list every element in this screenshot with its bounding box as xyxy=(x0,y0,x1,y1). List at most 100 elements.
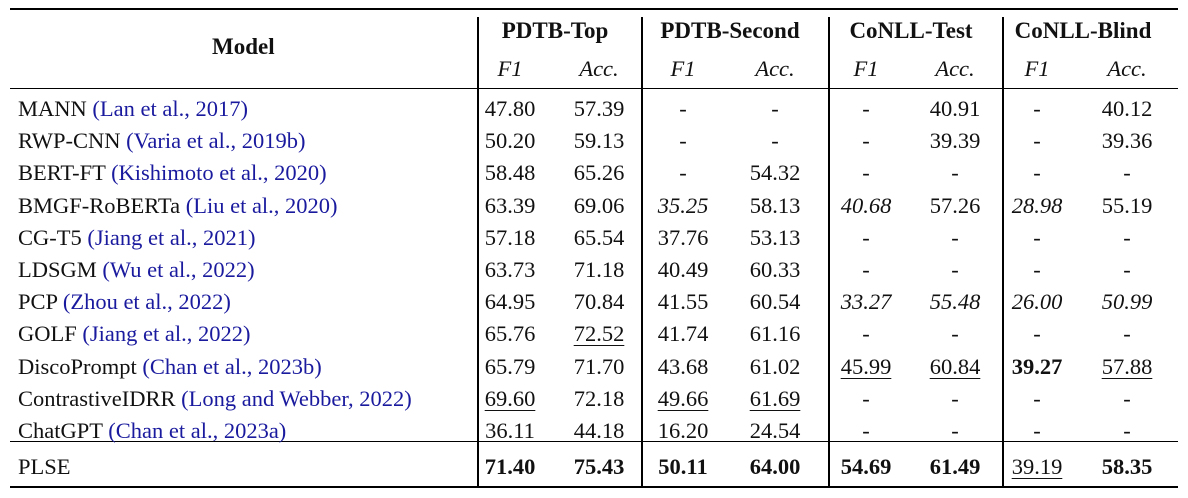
value-cell: 28.98 xyxy=(1011,192,1063,218)
value-cell: 39.39 xyxy=(929,128,981,154)
value-cell: 64.00 xyxy=(749,454,801,479)
value-cell: 60.54 xyxy=(749,289,801,315)
value-cell: - xyxy=(1123,160,1131,186)
model-label: BMGF-RoBERTa xyxy=(18,192,181,218)
value-cell: 39.36 xyxy=(1101,128,1153,154)
value-cell: 72.52 xyxy=(573,321,625,347)
value-cell: - xyxy=(1033,96,1041,121)
metric-header: F1 xyxy=(670,56,696,81)
value-cell: 40.91 xyxy=(929,96,981,121)
value-cell: 16.20 xyxy=(657,418,709,443)
value-cell: - xyxy=(1123,321,1131,347)
value-cell: 69.06 xyxy=(573,192,625,218)
value-cell: 59.13 xyxy=(573,128,625,154)
value-cell: 65.26 xyxy=(573,160,625,186)
value-cell: - xyxy=(771,96,779,121)
citation-link[interactable]: (Chan et al., 2023b) xyxy=(142,353,322,379)
value-cell: 41.55 xyxy=(657,289,709,315)
model-label: ContrastiveIDRR xyxy=(18,385,176,411)
value-cell: - xyxy=(1123,385,1131,411)
value-cell: - xyxy=(1123,418,1131,443)
value-cell: - xyxy=(862,257,870,282)
value-cell: - xyxy=(862,160,870,186)
metric-header: Acc. xyxy=(935,56,975,81)
value-cell: - xyxy=(862,385,870,411)
value-cell: 57.88 xyxy=(1101,353,1153,379)
model-label: PCP xyxy=(18,289,58,315)
value-cell: 71.40 xyxy=(484,454,536,479)
metric-header: Acc. xyxy=(579,56,619,81)
value-cell: - xyxy=(951,385,959,411)
value-cell: 64.95 xyxy=(484,289,536,315)
citation-link[interactable]: (Jiang et al., 2021) xyxy=(87,224,256,250)
model-label: RWP-CNN xyxy=(18,128,121,154)
citation-link[interactable]: (Chan et al., 2023a) xyxy=(108,418,287,443)
metric-header: Acc. xyxy=(1107,56,1147,81)
value-cell: - xyxy=(951,160,959,186)
citation-link[interactable]: (Liu et al., 2020) xyxy=(185,192,338,218)
value-cell: - xyxy=(951,321,959,347)
model-name: DiscoPrompt (Chan et al., 2023b) xyxy=(18,352,322,382)
model-name: MANN (Lan et al., 2017) xyxy=(18,94,248,124)
value-cell: - xyxy=(1033,321,1041,347)
value-cell: 63.73 xyxy=(484,257,536,282)
citation-link[interactable]: (Varia et al., 2019b) xyxy=(126,128,306,154)
value-cell: 41.74 xyxy=(657,321,709,347)
model-name: LDSGM (Wu et al., 2022) xyxy=(18,255,255,285)
value-cell: 61.69 xyxy=(749,385,801,411)
citation-link[interactable]: (Long and Webber, 2022) xyxy=(181,385,412,411)
value-cell: 50.11 xyxy=(658,454,708,479)
value-cell: 57.26 xyxy=(929,192,981,218)
header-rule xyxy=(10,88,1178,89)
model-name: RWP-CNN (Varia et al., 2019b) xyxy=(18,126,305,156)
model-name: BMGF-RoBERTa (Liu et al., 2020) xyxy=(18,191,338,221)
value-cell: 65.76 xyxy=(484,321,536,347)
value-cell: 49.66 xyxy=(657,385,709,411)
value-cell: 60.33 xyxy=(749,257,801,282)
value-cell: 47.80 xyxy=(484,96,536,121)
value-cell: 58.13 xyxy=(749,192,801,218)
value-cell: 44.18 xyxy=(573,418,625,443)
model-label: LDSGM xyxy=(18,257,97,282)
citation-link[interactable]: (Jiang et al., 2022) xyxy=(82,321,251,347)
value-cell: 55.48 xyxy=(929,289,981,315)
model-label: BERT-FT xyxy=(18,160,106,186)
model-header: Model xyxy=(212,34,275,59)
value-cell: 50.20 xyxy=(484,128,536,154)
citation-link[interactable]: (Wu et al., 2022) xyxy=(102,257,255,282)
value-cell: - xyxy=(862,128,870,154)
citation-link[interactable]: (Lan et al., 2017) xyxy=(92,96,248,121)
value-cell: 58.35 xyxy=(1101,454,1153,479)
value-cell: 60.84 xyxy=(929,353,981,379)
value-cell: - xyxy=(1033,128,1041,154)
model-label: GOLF xyxy=(18,321,77,347)
value-cell: 26.00 xyxy=(1011,289,1063,315)
value-cell: 45.99 xyxy=(840,353,892,379)
citation-link[interactable]: (Zhou et al., 2022) xyxy=(62,289,231,315)
value-cell: 54.69 xyxy=(840,454,892,479)
value-cell: 61.02 xyxy=(749,353,801,379)
group-header: PDTB-Top xyxy=(501,18,609,43)
model-label: ChatGPT xyxy=(18,418,103,443)
value-cell: 71.70 xyxy=(573,353,625,379)
value-cell: - xyxy=(1033,160,1041,186)
model-label: DiscoPrompt xyxy=(18,353,137,379)
value-cell: 57.18 xyxy=(484,224,536,250)
model-label: MANN xyxy=(18,96,87,121)
citation-link[interactable]: (Kishimoto et al., 2020) xyxy=(111,160,327,186)
value-cell: - xyxy=(1033,224,1041,250)
value-cell: 65.79 xyxy=(484,353,536,379)
metric-header: Acc. xyxy=(755,56,795,81)
value-cell: 33.27 xyxy=(840,289,892,315)
value-cell: 40.12 xyxy=(1101,96,1153,121)
value-cell: - xyxy=(679,96,687,121)
value-cell: - xyxy=(862,321,870,347)
value-cell: 40.49 xyxy=(657,257,709,282)
metric-header: F1 xyxy=(1024,56,1050,81)
column-separator xyxy=(1002,17,1004,486)
value-cell: - xyxy=(951,257,959,282)
value-cell: 63.39 xyxy=(484,192,536,218)
model-name: PCP (Zhou et al., 2022) xyxy=(18,287,231,317)
model-name: CG-T5 (Jiang et al., 2021) xyxy=(18,223,255,253)
model-label: CG-T5 xyxy=(18,224,82,250)
